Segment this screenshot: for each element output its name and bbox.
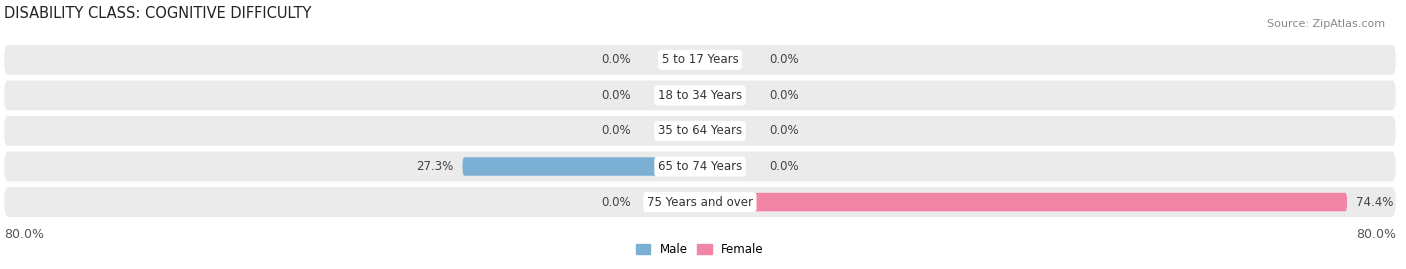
FancyBboxPatch shape xyxy=(700,193,1347,211)
Text: DISABILITY CLASS: COGNITIVE DIFFICULTY: DISABILITY CLASS: COGNITIVE DIFFICULTY xyxy=(4,6,312,21)
Text: 65 to 74 Years: 65 to 74 Years xyxy=(658,160,742,173)
Text: 35 to 64 Years: 35 to 64 Years xyxy=(658,125,742,137)
Text: 75 Years and over: 75 Years and over xyxy=(647,196,754,208)
Text: 0.0%: 0.0% xyxy=(600,89,630,102)
Text: 0.0%: 0.0% xyxy=(769,160,799,173)
Text: 0.0%: 0.0% xyxy=(769,89,799,102)
Text: 80.0%: 80.0% xyxy=(1355,228,1396,241)
FancyBboxPatch shape xyxy=(4,45,1396,75)
Text: Source: ZipAtlas.com: Source: ZipAtlas.com xyxy=(1267,19,1385,29)
Text: 0.0%: 0.0% xyxy=(769,53,799,66)
FancyBboxPatch shape xyxy=(4,80,1396,110)
Text: 0.0%: 0.0% xyxy=(600,125,630,137)
FancyBboxPatch shape xyxy=(4,116,1396,146)
Text: 0.0%: 0.0% xyxy=(600,196,630,208)
Text: 18 to 34 Years: 18 to 34 Years xyxy=(658,89,742,102)
FancyBboxPatch shape xyxy=(4,151,1396,182)
FancyBboxPatch shape xyxy=(4,187,1396,217)
Text: 0.0%: 0.0% xyxy=(769,125,799,137)
Text: 80.0%: 80.0% xyxy=(4,228,44,241)
Text: 0.0%: 0.0% xyxy=(600,53,630,66)
FancyBboxPatch shape xyxy=(463,157,700,176)
Text: 74.4%: 74.4% xyxy=(1355,196,1393,208)
Legend: Male, Female: Male, Female xyxy=(631,238,768,261)
Text: 27.3%: 27.3% xyxy=(416,160,454,173)
Text: 5 to 17 Years: 5 to 17 Years xyxy=(662,53,738,66)
